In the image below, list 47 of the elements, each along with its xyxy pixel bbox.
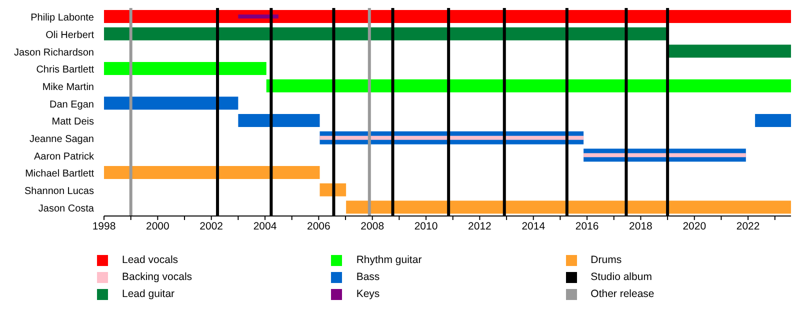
x-tick-label: 2016 <box>575 220 599 232</box>
y-tick-label: Dan Egan <box>50 99 94 110</box>
legend-label: Studio album <box>590 271 652 284</box>
legend-label: Rhythm guitar <box>356 254 422 267</box>
legend-label: Backing vocals <box>122 271 192 284</box>
legend-label: Other release <box>590 288 654 301</box>
y-tick-label: Shannon Lucas <box>24 186 94 197</box>
x-tick-label: 2006 <box>307 220 331 232</box>
bar <box>266 79 791 92</box>
y-tick-label: Oli Herbert <box>46 30 94 41</box>
legend-label: Lead vocals <box>122 254 178 267</box>
y-tick-label: Aaron Patrick <box>34 151 95 162</box>
bar <box>584 153 746 158</box>
y-tick-label: Mike Martin <box>42 82 94 93</box>
legend-label: Lead guitar <box>122 288 175 301</box>
x-tick-label: 2000 <box>146 220 170 232</box>
x-tick-label: 2022 <box>736 220 760 232</box>
bar <box>104 62 266 75</box>
x-tick-label: 2002 <box>200 220 224 232</box>
y-tick-label: Jason Richardson <box>14 47 94 58</box>
y-tick-label: Jason Costa <box>38 203 94 214</box>
bar <box>238 14 278 18</box>
bar <box>104 27 668 40</box>
bar <box>668 44 791 58</box>
x-tick-label: 1998 <box>92 220 116 232</box>
legend-label: Drums <box>590 254 622 267</box>
x-tick-label: 2014 <box>522 220 546 232</box>
bar <box>320 136 584 140</box>
x-tick-label: 2004 <box>253 220 277 232</box>
bar <box>104 10 791 23</box>
bar <box>238 114 320 127</box>
bar <box>755 114 791 127</box>
y-tick-label: Philip Labonte <box>30 12 94 24</box>
bar <box>104 166 320 179</box>
legend-label: Bass <box>356 271 380 284</box>
y-tick-label: Chris Bartlett <box>36 64 94 76</box>
bar <box>346 200 791 214</box>
x-tick-label: 2008 <box>360 220 384 232</box>
x-tick-label: 2010 <box>414 220 438 232</box>
y-tick-label: Jeanne Sagan <box>29 134 94 145</box>
y-tick-label: Michael Bartlett <box>25 168 94 180</box>
x-tick-label: 2020 <box>682 220 706 232</box>
bar <box>104 96 238 110</box>
x-tick-label: 2012 <box>468 220 492 232</box>
y-tick-label: Matt Deis <box>52 116 94 128</box>
x-tick-label: 2018 <box>629 220 653 232</box>
legend-label: Keys <box>356 288 380 301</box>
